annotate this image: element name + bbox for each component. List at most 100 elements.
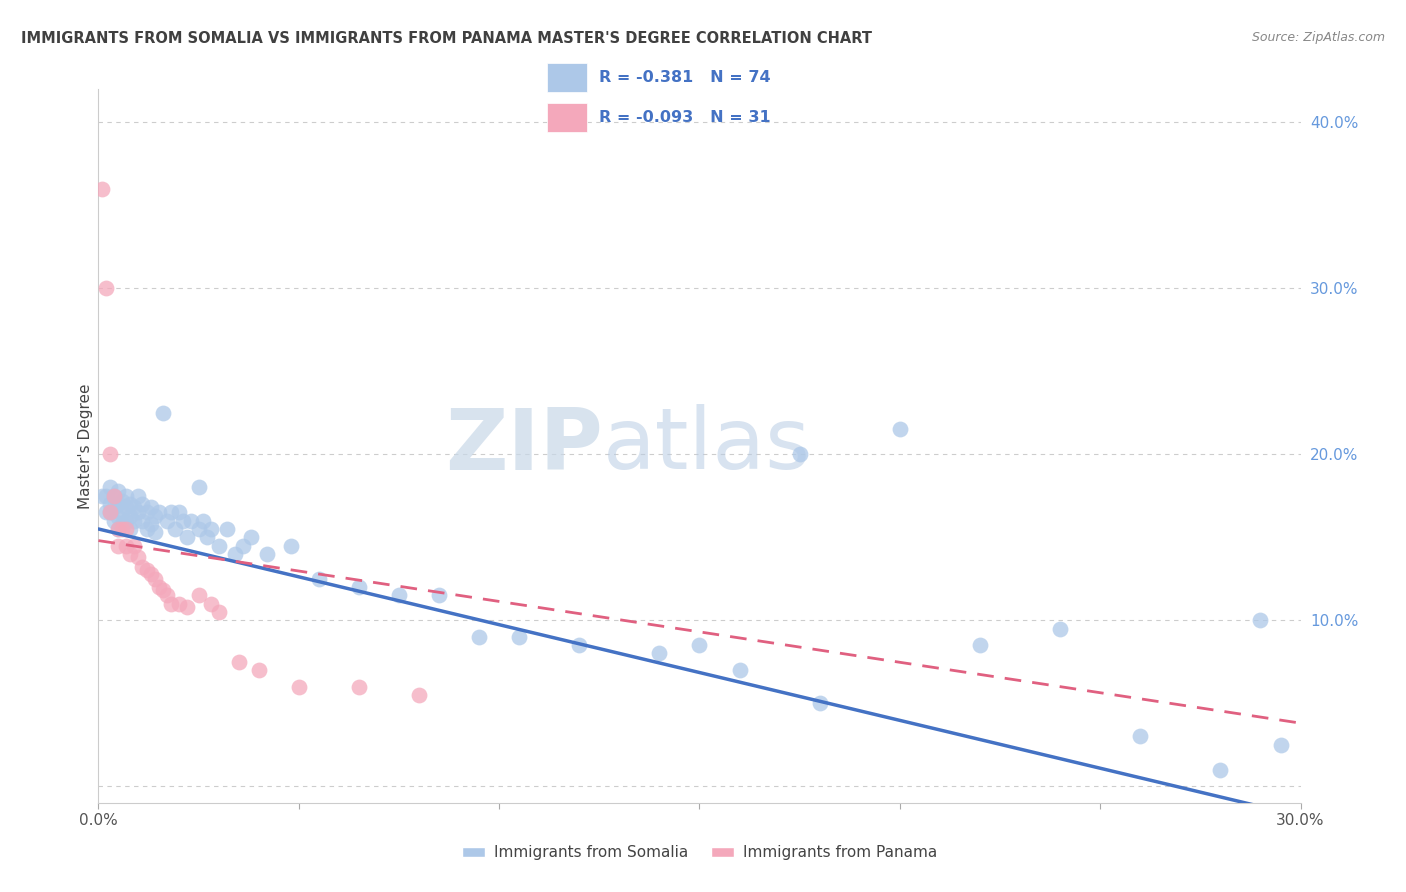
- Point: [1270, 738, 1292, 752]
- Point: [139, 516, 162, 531]
- Point: [100, 447, 122, 461]
- Point: [1209, 763, 1232, 777]
- Point: [195, 530, 218, 544]
- Point: [143, 508, 166, 523]
- Point: [128, 550, 150, 565]
- Point: [308, 572, 330, 586]
- Point: [172, 514, 194, 528]
- Point: [648, 647, 671, 661]
- Legend: Immigrants from Somalia, Immigrants from Panama: Immigrants from Somalia, Immigrants from…: [456, 839, 943, 866]
- Point: [347, 680, 370, 694]
- Point: [155, 588, 177, 602]
- Point: [187, 588, 209, 602]
- Point: [96, 505, 118, 519]
- Point: [100, 497, 122, 511]
- Point: [180, 514, 202, 528]
- Point: [239, 530, 262, 544]
- Point: [167, 597, 190, 611]
- Text: atlas: atlas: [603, 404, 811, 488]
- Point: [187, 522, 209, 536]
- Point: [232, 539, 254, 553]
- Point: [111, 493, 134, 508]
- Point: [115, 500, 138, 515]
- Point: [1250, 613, 1272, 627]
- Point: [128, 489, 150, 503]
- Point: [107, 510, 129, 524]
- Point: [107, 522, 129, 536]
- Point: [107, 483, 129, 498]
- Point: [889, 422, 911, 436]
- Point: [96, 281, 118, 295]
- Point: [148, 505, 170, 519]
- Point: [969, 638, 991, 652]
- Point: [120, 522, 142, 536]
- Point: [120, 508, 142, 523]
- Point: [167, 505, 190, 519]
- Point: [103, 489, 125, 503]
- Point: [427, 588, 450, 602]
- Point: [228, 655, 250, 669]
- Point: [789, 447, 811, 461]
- Point: [256, 547, 278, 561]
- Point: [280, 539, 302, 553]
- Point: [100, 505, 122, 519]
- Point: [143, 572, 166, 586]
- Point: [176, 599, 198, 614]
- Point: [808, 696, 831, 710]
- Point: [115, 489, 138, 503]
- Point: [215, 522, 238, 536]
- Point: [208, 539, 231, 553]
- Point: [200, 597, 222, 611]
- Point: [124, 514, 146, 528]
- Point: [200, 522, 222, 536]
- Point: [468, 630, 491, 644]
- Point: [135, 522, 157, 536]
- Point: [100, 505, 122, 519]
- Point: [131, 514, 153, 528]
- Point: [96, 489, 118, 503]
- Point: [148, 580, 170, 594]
- Point: [111, 505, 134, 519]
- Point: [100, 481, 122, 495]
- Point: [689, 638, 711, 652]
- Point: [288, 680, 311, 694]
- Point: [135, 564, 157, 578]
- Point: [115, 514, 138, 528]
- Text: IMMIGRANTS FROM SOMALIA VS IMMIGRANTS FROM PANAMA MASTER'S DEGREE CORRELATION CH: IMMIGRANTS FROM SOMALIA VS IMMIGRANTS FR…: [21, 31, 872, 46]
- Point: [124, 539, 146, 553]
- Point: [131, 560, 153, 574]
- Point: [139, 566, 162, 581]
- Point: [187, 481, 209, 495]
- Point: [128, 505, 150, 519]
- Point: [176, 530, 198, 544]
- Point: [103, 514, 125, 528]
- Point: [247, 663, 270, 677]
- Text: Source: ZipAtlas.com: Source: ZipAtlas.com: [1251, 31, 1385, 45]
- Point: [408, 688, 430, 702]
- Point: [131, 497, 153, 511]
- Point: [120, 497, 142, 511]
- Point: [115, 539, 138, 553]
- Text: R = -0.093   N = 31: R = -0.093 N = 31: [599, 111, 770, 125]
- Point: [135, 505, 157, 519]
- Point: [107, 497, 129, 511]
- Point: [115, 522, 138, 536]
- Point: [111, 522, 134, 536]
- Point: [163, 522, 186, 536]
- Point: [107, 539, 129, 553]
- Point: [152, 583, 174, 598]
- Point: [224, 547, 246, 561]
- Point: [152, 406, 174, 420]
- Point: [1049, 622, 1071, 636]
- Point: [139, 500, 162, 515]
- FancyBboxPatch shape: [547, 63, 586, 92]
- Point: [91, 182, 114, 196]
- Point: [208, 605, 231, 619]
- Point: [124, 500, 146, 515]
- Point: [1129, 730, 1152, 744]
- Point: [347, 580, 370, 594]
- Point: [568, 638, 591, 652]
- Point: [103, 489, 125, 503]
- Point: [103, 500, 125, 515]
- Point: [159, 597, 181, 611]
